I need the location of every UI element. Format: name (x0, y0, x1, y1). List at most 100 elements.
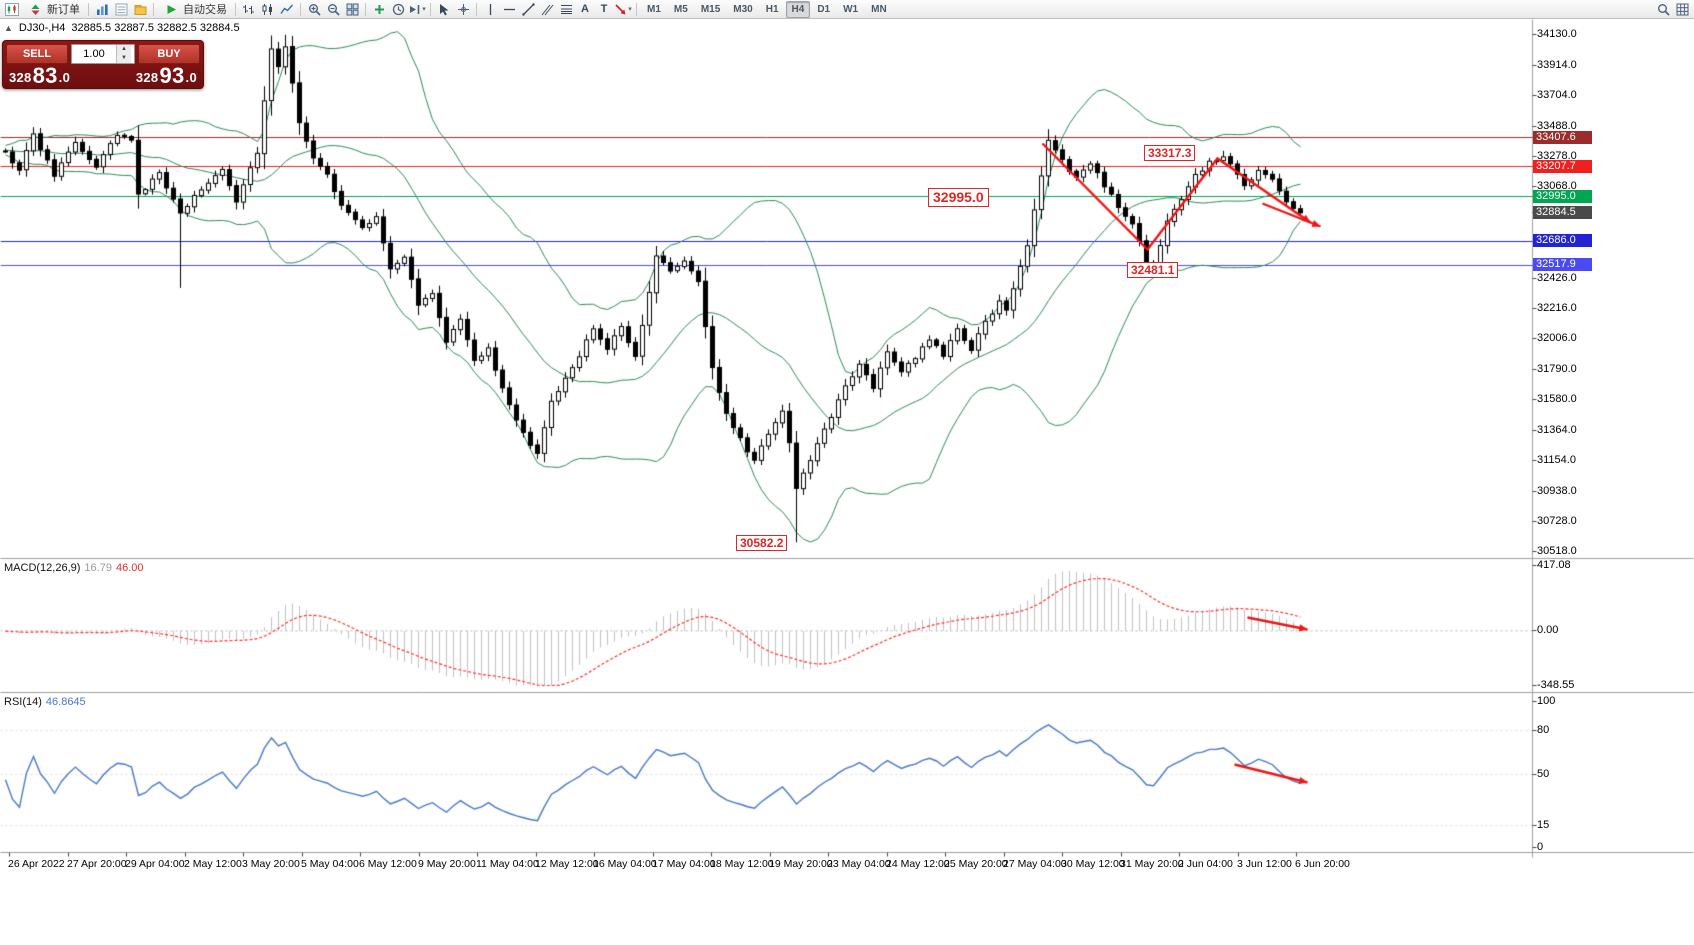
market-watch-icon[interactable] (93, 1, 111, 17)
vline-icon[interactable] (481, 1, 499, 17)
search-icon[interactable] (1654, 1, 1672, 17)
trendline-icon[interactable] (519, 1, 537, 17)
timeframe-button-w1[interactable]: W1 (843, 3, 859, 15)
time-axis-label: 11 May 04:00 (476, 858, 539, 870)
rsi-indicator-label: RSI(14) 46.8645 (4, 696, 86, 708)
time-axis-label: 30 May 12:00 (1061, 858, 1125, 870)
price-tick-label: 31364.0 (1537, 423, 1577, 436)
channel-icon[interactable] (538, 1, 556, 17)
zoom-out-icon[interactable] (324, 1, 342, 17)
price-annotation[interactable]: 32481.1 (1127, 262, 1179, 278)
toolbar-separator (476, 2, 477, 16)
time-axis-label: 24 May 12:00 (886, 858, 950, 870)
zoom-in-icon[interactable] (305, 1, 323, 17)
time-axis-label: 26 Apr 2022 (8, 858, 65, 870)
volume-up-icon[interactable]: ▲ (117, 45, 131, 54)
new-chart-icon[interactable] (3, 1, 21, 17)
level-price-tag: 32517.9 (1533, 258, 1592, 272)
price-tick-label: 33914.0 (1537, 58, 1577, 71)
autotrading-button-label: 自动交易 (183, 4, 227, 16)
time-axis-label: 29 Apr 04:00 (125, 858, 185, 870)
price-tick-label: 33704.0 (1537, 88, 1577, 101)
arrows-icon[interactable]: ▾ (614, 1, 632, 17)
rsi-scale-label: 50 (1537, 768, 1550, 780)
time-axis-label: 6 Jun 20:00 (1295, 858, 1350, 870)
sell-button[interactable]: SELL (6, 44, 68, 64)
chart-ohlc-values: 32885.5 32887.5 32882.5 32884.5 (71, 22, 240, 34)
crosshair-icon[interactable] (454, 1, 472, 17)
macd-scale-label: 0.00 (1537, 624, 1559, 637)
time-axis-label: 27 Apr 20:00 (67, 858, 127, 870)
price-annotation[interactable]: 30582.2 (736, 535, 788, 551)
chart-title-bar: ▲ DJ30-,H4 32885.5 32887.5 32882.5 32884… (4, 22, 240, 34)
navigator-icon[interactable] (131, 1, 149, 17)
buy-price: 328 93.0 (135, 63, 197, 88)
volume-control: ▲ ▼ (71, 44, 135, 64)
line-chart-icon[interactable] (278, 1, 296, 17)
dropdown-caret-icon[interactable]: ▾ (422, 6, 426, 13)
buy-button[interactable]: BUY (138, 44, 200, 64)
timeframe-button-m15[interactable]: M15 (700, 3, 721, 15)
volume-down-icon[interactable]: ▼ (117, 54, 131, 63)
time-axis-label: 18 May 12:00 (710, 858, 774, 870)
fibo-icon[interactable] (557, 1, 575, 17)
chart-window: ▲ DJ30-,H4 32885.5 32887.5 32882.5 32884… (0, 19, 1694, 945)
timeframe-button-h1[interactable]: H1 (765, 3, 779, 15)
timeframe-button-m5[interactable]: M5 (673, 3, 688, 15)
time-axis-label: 27 May 04:00 (1003, 858, 1067, 870)
new-order-button[interactable]: 新订单 (22, 1, 84, 17)
time-axis-label: 12 May 12:00 (535, 858, 599, 870)
price-tick-label: 33068.0 (1537, 180, 1577, 192)
price-tick-label: 33488.0 (1537, 119, 1577, 132)
toolbar-separator (300, 2, 301, 16)
time-axis-label: 3 May 20:00 (242, 858, 300, 870)
candles-icon[interactable] (259, 1, 277, 17)
current-price-tag: 32884.5 (1533, 205, 1592, 219)
price-tick-label: 31790.0 (1537, 362, 1577, 375)
time-axis-label: 23 May 04:00 (827, 858, 891, 870)
price-tick-label: 32006.0 (1537, 332, 1577, 345)
text-icon[interactable]: A (581, 3, 589, 15)
level-price-tag: 33207.7 (1533, 159, 1592, 173)
cursor-icon[interactable] (435, 1, 453, 17)
timeframe-button-mn[interactable]: MN (871, 3, 887, 15)
time-axis-label: 25 May 20:00 (944, 858, 1008, 870)
price-tick-label: 31580.0 (1537, 392, 1577, 405)
timeframe-button-h4[interactable]: H4 (785, 0, 811, 18)
one-click-collapse-icon[interactable]: ▲ (4, 23, 13, 33)
chart-shift-icon[interactable]: ▾ (408, 1, 426, 17)
volume-input[interactable] (72, 45, 116, 63)
time-axis-label: 19 May 20:00 (769, 858, 833, 870)
label-icon[interactable]: T (600, 3, 608, 15)
price-annotation[interactable]: 33317.3 (1144, 145, 1196, 161)
macd-indicator-label: MACD(12,26,9) 16.79 46.00 (4, 562, 144, 574)
rsi-scale-label: 100 (1537, 695, 1556, 707)
price-tick-label: 33278.0 (1537, 149, 1577, 162)
grid-icon[interactable] (1673, 1, 1691, 17)
price-tick-label: 30728.0 (1537, 514, 1577, 527)
main-toolbar: 新订单 自动交易 ▾ A T ▾ M1 M5 M15 M30 H1 H4 D1 W1 MN (0, 0, 1694, 19)
hline-icon[interactable] (500, 1, 518, 17)
autoscroll-icon[interactable] (389, 1, 407, 17)
toolbar-separator (365, 2, 366, 16)
autotrading-icon (162, 1, 180, 17)
timeframe-button-d1[interactable]: D1 (817, 3, 831, 15)
autotrading-button[interactable]: 自动交易 (158, 1, 231, 17)
price-tick-label: 30938.0 (1537, 484, 1577, 497)
bars-icon[interactable] (240, 1, 258, 17)
dropdown-caret-icon[interactable]: ▾ (628, 6, 632, 13)
rsi-scale-label: 15 (1537, 819, 1550, 832)
price-tick-label: 31154.0 (1537, 453, 1576, 466)
price-chart-canvas[interactable] (0, 19, 1694, 945)
timeframe-button-m30[interactable]: M30 (733, 3, 753, 15)
price-annotation[interactable]: 32995.0 (928, 188, 989, 207)
tile-windows-icon[interactable] (343, 1, 361, 17)
time-axis-label: 3 Jun 12:00 (1237, 858, 1292, 870)
time-axis-label: 6 May 12:00 (359, 858, 417, 870)
price-tick-label: 32426.0 (1537, 271, 1577, 284)
toolbar-separator (430, 2, 431, 16)
indicators-icon[interactable] (370, 1, 388, 17)
timeframe-button-m1[interactable]: M1 (647, 3, 661, 15)
data-window-icon[interactable] (112, 1, 130, 17)
